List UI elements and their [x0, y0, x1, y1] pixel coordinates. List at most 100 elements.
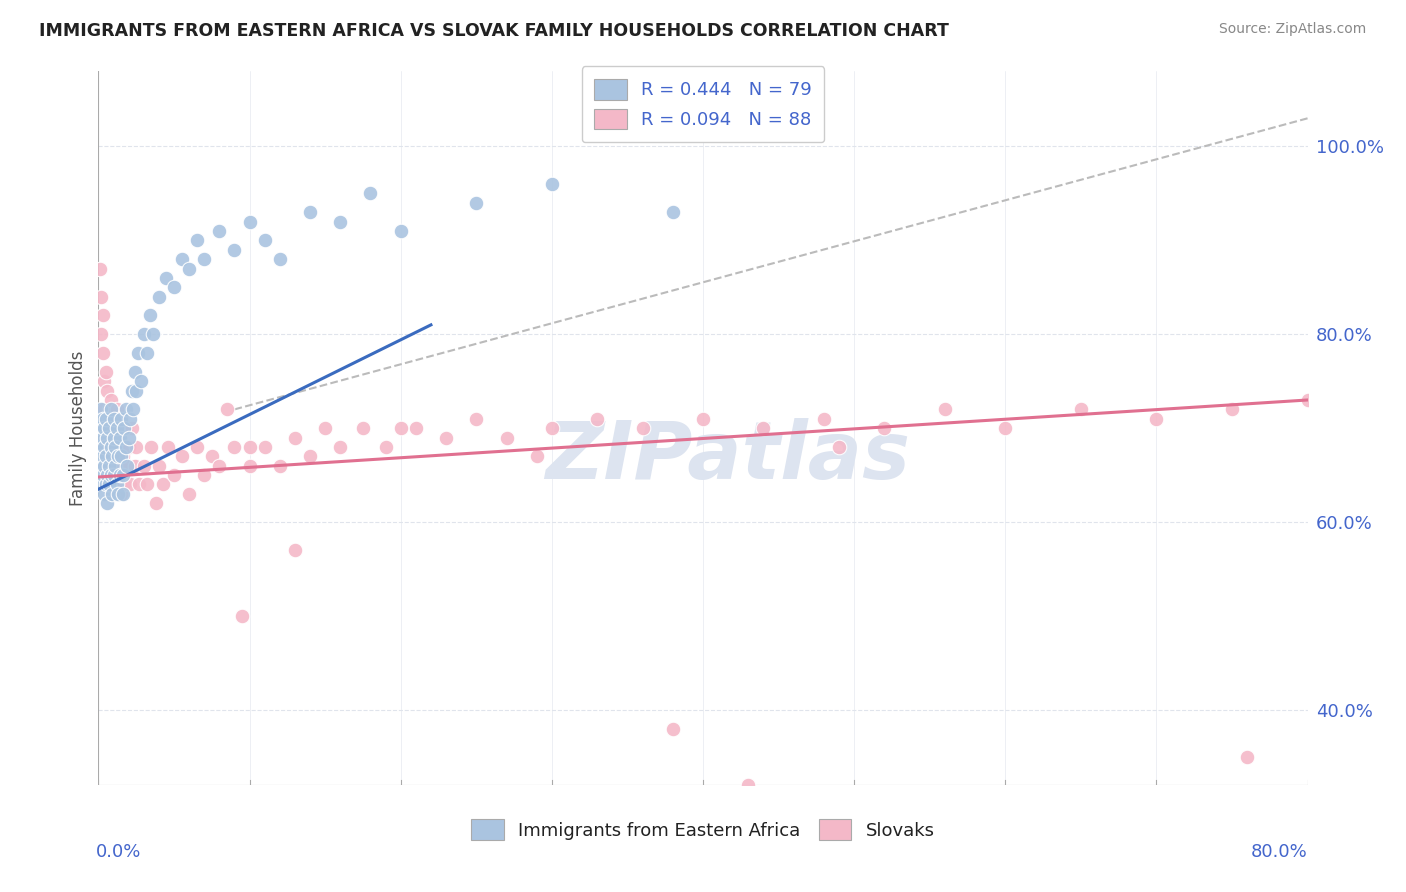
Point	[145, 496, 167, 510]
Point	[91, 468, 114, 483]
Point	[129, 374, 152, 388]
Point	[104, 440, 127, 454]
Point	[465, 195, 488, 210]
Point	[93, 440, 115, 454]
Point	[828, 440, 851, 454]
Point	[94, 421, 117, 435]
Point	[135, 477, 157, 491]
Point	[107, 450, 129, 464]
Point	[91, 411, 114, 425]
Point	[329, 214, 352, 228]
Point	[132, 458, 155, 473]
Point	[360, 186, 382, 201]
Point	[269, 252, 291, 267]
Point	[132, 327, 155, 342]
Point	[98, 458, 121, 473]
Text: 80.0%: 80.0%	[1251, 843, 1308, 861]
Point	[139, 309, 162, 323]
Point	[124, 458, 146, 473]
Point	[110, 450, 132, 464]
Point	[90, 402, 112, 417]
Point	[90, 477, 112, 491]
Legend: Immigrants from Eastern Africa, Slovaks: Immigrants from Eastern Africa, Slovaks	[464, 812, 942, 847]
Point	[193, 468, 215, 483]
Point	[152, 477, 174, 491]
Point	[156, 440, 179, 454]
Point	[90, 290, 112, 304]
Point	[352, 421, 374, 435]
Point	[127, 346, 149, 360]
Point	[89, 261, 111, 276]
Point	[96, 468, 118, 483]
Point	[269, 458, 291, 473]
Point	[148, 458, 170, 473]
Point	[103, 440, 125, 454]
Point	[93, 487, 115, 501]
Point	[115, 458, 138, 473]
Point	[105, 468, 128, 483]
Point	[179, 261, 201, 276]
Point	[142, 327, 165, 342]
Point	[104, 468, 127, 483]
Point	[141, 440, 163, 454]
Point	[103, 431, 125, 445]
Point	[90, 458, 112, 473]
Point	[91, 309, 114, 323]
Point	[100, 421, 122, 435]
Point	[90, 327, 112, 342]
Point	[125, 384, 148, 398]
Point	[120, 477, 142, 491]
Point	[873, 421, 896, 435]
Point	[124, 365, 146, 379]
Y-axis label: Family Households: Family Households	[69, 351, 87, 506]
Point	[103, 411, 125, 425]
Point	[586, 411, 609, 425]
Point	[389, 421, 412, 435]
Point	[215, 402, 238, 417]
Point	[170, 450, 193, 464]
Point	[108, 468, 131, 483]
Point	[284, 543, 307, 558]
Point	[94, 477, 117, 491]
Point	[89, 468, 111, 483]
Point	[90, 440, 112, 454]
Text: 0.0%: 0.0%	[96, 843, 141, 861]
Point	[105, 402, 128, 417]
Point	[179, 487, 201, 501]
Point	[540, 421, 562, 435]
Text: Source: ZipAtlas.com: Source: ZipAtlas.com	[1219, 22, 1367, 37]
Text: ZIPatlas: ZIPatlas	[544, 417, 910, 496]
Point	[100, 468, 122, 483]
Point	[98, 477, 121, 491]
Point	[91, 450, 114, 464]
Point	[239, 440, 262, 454]
Point	[208, 224, 231, 238]
Point	[104, 440, 127, 454]
Point	[329, 440, 352, 454]
Point	[434, 431, 457, 445]
Point	[163, 468, 186, 483]
Point	[93, 421, 115, 435]
Point	[631, 421, 654, 435]
Point	[91, 431, 114, 445]
Point	[135, 346, 157, 360]
Point	[231, 609, 253, 624]
Point	[108, 458, 131, 473]
Point	[465, 411, 488, 425]
Point	[1236, 749, 1258, 764]
Point	[186, 233, 208, 247]
Point	[163, 280, 186, 294]
Point	[98, 402, 121, 417]
Point	[108, 431, 131, 445]
Point	[186, 440, 208, 454]
Point	[107, 487, 129, 501]
Point	[495, 431, 517, 445]
Point	[111, 468, 134, 483]
Point	[94, 450, 117, 464]
Point	[93, 374, 115, 388]
Point	[114, 440, 136, 454]
Point	[110, 421, 132, 435]
Point	[105, 477, 128, 491]
Point	[121, 384, 143, 398]
Point	[96, 440, 118, 454]
